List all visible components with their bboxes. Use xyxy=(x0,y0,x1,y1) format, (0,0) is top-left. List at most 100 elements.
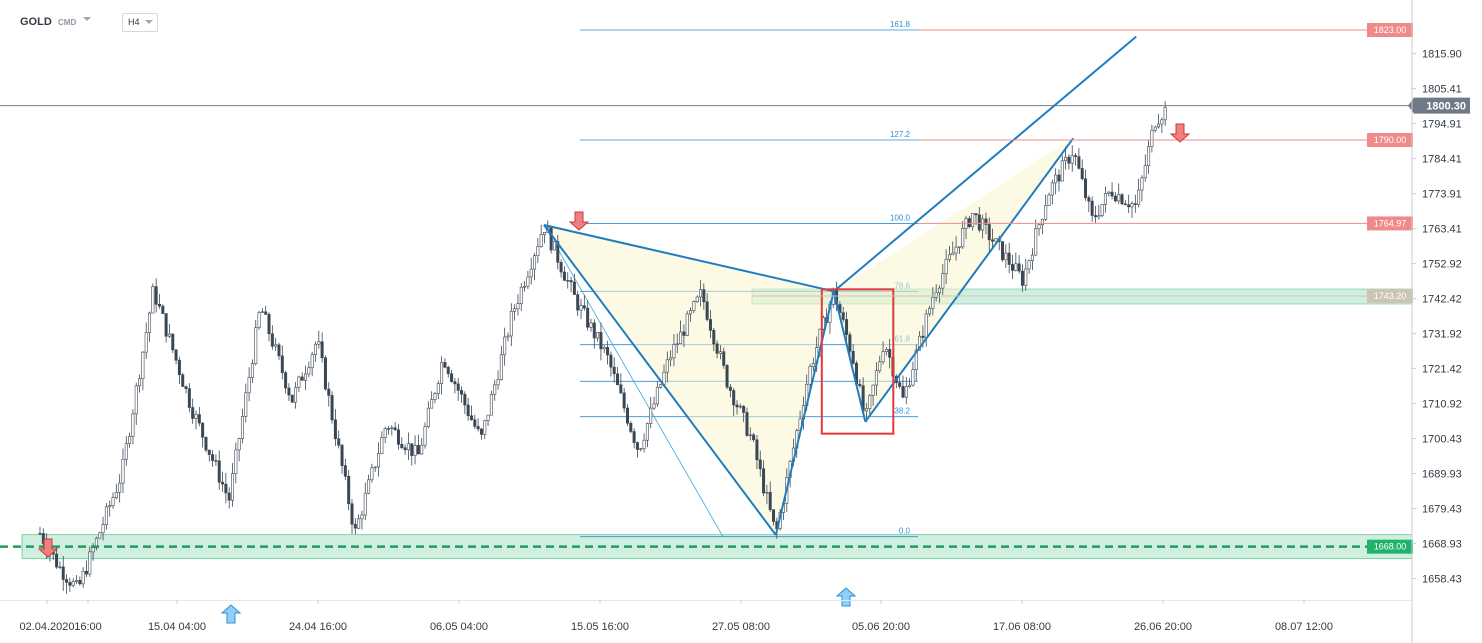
symbol-name[interactable]: GOLD xyxy=(20,16,52,28)
candle-body xyxy=(138,378,142,387)
candle-body xyxy=(1007,252,1011,265)
candle-body xyxy=(509,311,513,337)
candle-body xyxy=(944,259,948,275)
candle-body xyxy=(722,351,726,366)
candle-body xyxy=(1034,228,1038,256)
candle-body xyxy=(350,503,354,525)
candle-body xyxy=(294,387,298,403)
candle-body xyxy=(725,365,729,388)
x-tick-label: 24.04 16:00 xyxy=(289,621,347,633)
candle-body xyxy=(134,385,138,415)
candle-body xyxy=(307,367,311,375)
candle-body xyxy=(1150,129,1154,147)
candle-body xyxy=(55,553,59,568)
candle-body xyxy=(420,444,424,455)
candle-body xyxy=(1087,197,1091,202)
candle-body xyxy=(921,335,925,338)
symbol-dropdown-icon[interactable] xyxy=(83,17,91,21)
candle-body xyxy=(469,415,473,420)
candle-body xyxy=(1084,178,1088,198)
candle-body xyxy=(635,442,639,450)
candle-body xyxy=(539,234,543,247)
chart-header: GOLD CMD H4 xyxy=(0,0,400,34)
candle-body xyxy=(977,214,981,231)
candle-body xyxy=(174,349,178,361)
price-level-tag xyxy=(1367,133,1413,147)
candle-body xyxy=(708,319,712,331)
candle-body xyxy=(181,374,185,387)
fib-level-label: 161.8 xyxy=(890,20,911,29)
candle-body xyxy=(1090,200,1094,216)
candle-body xyxy=(187,388,191,408)
x-tick-label: 15.04 04:00 xyxy=(148,621,206,633)
candle-body xyxy=(702,289,706,303)
candle-body xyxy=(941,273,945,289)
candle-body xyxy=(705,301,709,320)
candle-body xyxy=(659,384,663,388)
candle-body xyxy=(888,349,892,358)
pattern-leg-bt xyxy=(833,35,1137,293)
price-level-label: 1743.20 xyxy=(1374,291,1407,301)
timeframe-select[interactable]: H4 xyxy=(122,13,158,32)
x-tick-label: 27.05 08:00 xyxy=(712,621,770,633)
candle-body xyxy=(513,308,517,312)
candle-body xyxy=(194,414,198,419)
candle-body xyxy=(772,509,776,522)
candle-body xyxy=(738,405,742,408)
candle-body xyxy=(669,357,673,361)
buy-arrow-icon xyxy=(835,587,857,607)
candle-body xyxy=(984,218,988,225)
candle-body xyxy=(91,547,95,553)
pattern-fill-xab xyxy=(544,225,834,535)
candle-body xyxy=(987,224,991,241)
candle-body xyxy=(327,388,331,396)
candle-body xyxy=(1004,252,1008,261)
candle-body xyxy=(931,297,935,309)
candle-body xyxy=(934,292,938,298)
candle-body xyxy=(689,310,693,315)
fib-level-label: 100.0 xyxy=(890,213,911,222)
symbol-source: CMD xyxy=(58,18,77,27)
candle-body xyxy=(463,393,467,406)
candle-body xyxy=(204,436,208,451)
candle-body xyxy=(1120,194,1124,205)
candle-body xyxy=(267,314,271,335)
candle-body xyxy=(665,359,669,373)
current-price-tag xyxy=(1408,97,1470,114)
price-level-label: 1764.97 xyxy=(1374,218,1407,228)
candle-body xyxy=(566,280,570,282)
candle-body xyxy=(858,383,862,387)
pattern-leg-ab xyxy=(774,291,835,536)
candle-body xyxy=(300,376,304,381)
candle-body xyxy=(380,437,384,454)
candle-body xyxy=(1064,156,1068,162)
candle-body xyxy=(221,481,225,485)
y-tick-label: 1815.90 xyxy=(1422,49,1462,61)
candle-body xyxy=(878,361,882,371)
candle-body xyxy=(71,581,75,586)
candle-body xyxy=(450,373,454,382)
sell-arrow-icon xyxy=(1169,123,1191,143)
candle-body xyxy=(758,459,762,470)
candle-body xyxy=(479,428,483,435)
candle-body xyxy=(1050,182,1054,196)
candle-body xyxy=(645,423,649,441)
candle-body xyxy=(629,422,633,432)
candle-body xyxy=(98,532,102,539)
candle-body xyxy=(1057,174,1061,182)
timeframe-dropdown-icon[interactable] xyxy=(145,20,153,24)
x-tick-label: 17.06 08:00 xyxy=(993,621,1051,633)
candle-body xyxy=(685,313,689,336)
pattern-fill-bcd xyxy=(833,138,1074,422)
candle-body xyxy=(330,395,334,421)
candle-body xyxy=(211,454,215,461)
candle-body xyxy=(582,305,586,309)
candle-body xyxy=(1011,264,1015,271)
candle-body xyxy=(446,367,450,375)
y-tick-label: 1763.41 xyxy=(1422,224,1462,236)
candle-body xyxy=(612,366,616,375)
candle-body xyxy=(141,351,145,379)
candle-body xyxy=(197,414,201,424)
